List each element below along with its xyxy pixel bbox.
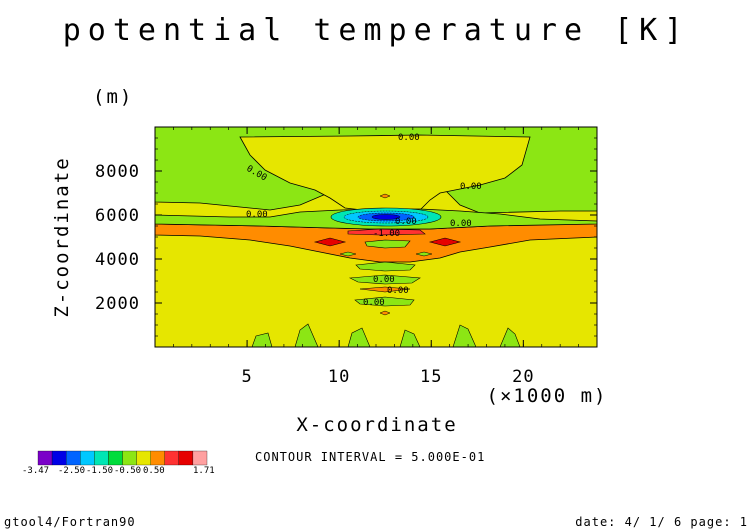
green-lens-3 [348,274,421,285]
colorbar-swatch [108,450,123,466]
orange-lens [359,286,411,293]
colorbar-tick-label: 1.71 [193,466,215,476]
contour-label: 0.00 [395,217,417,227]
colorbar-tick-label: 0.50 [143,466,165,476]
x-axis-label: X-coordinate [296,414,457,436]
colorbar-swatch [122,450,137,466]
x-tick-label: 10 [328,367,350,387]
colorbar-tick-label: -2.50 [58,466,85,476]
footer-left: gtool4/Fortran90 [4,515,136,529]
colorbar-swatch [51,450,67,466]
contour-interval: CONTOUR INTERVAL = 5.000E-01 [255,450,485,464]
red-diamond-right [428,237,462,247]
colorbar-swatch [150,450,165,466]
x-axis-unit: (×1000 m) [487,385,608,407]
green-lens-2 [355,261,416,272]
colorbar-tick-label: -1.50 [86,466,113,476]
green-lens-4 [354,296,415,307]
contour-label: 0.00 [398,133,420,143]
colorbar-tick-label: -0.50 [114,466,141,476]
red-strip [347,228,426,236]
contour-label: 0.00 [363,298,385,308]
contour-label: 0.00 [246,210,268,220]
x-axis: 5 10 15 20 [241,127,534,387]
colorbar-swatch [80,450,95,466]
colorbar-swatch [164,450,179,466]
y-tick-label: 6000 [95,206,140,226]
colorbar-swatch [136,450,151,466]
green-diamond-left [339,251,357,257]
green-diamond-right [415,251,433,257]
dark-blue-cell [371,214,401,220]
footer-right: date: 4/ 1/ 6 page: 1 [575,515,748,529]
y-axis-unit: (m) [93,86,133,108]
y-tick-label: 8000 [95,162,140,182]
red-diamond-left [313,237,347,247]
x-tick-label: 5 [241,367,252,387]
y-tick-label: 4000 [95,250,140,270]
colorbar-tick-label: -3.47 [22,466,49,476]
y-axis-label: Z-coordinate [51,156,73,317]
colorbar [37,450,208,466]
colorbar-swatch [192,450,208,466]
contour-label: 0.00 [450,219,472,229]
upper-yellow-bowl [239,134,531,214]
y-tick-label: 2000 [95,294,140,314]
contour-label: -1.00 [373,229,400,239]
colorbar-swatch [66,450,81,466]
green-lens-1 [364,239,411,249]
contour-label: 0.00 [387,286,409,296]
colorbar-swatch [37,450,53,466]
orange-dot-top [379,193,391,199]
chart-title: potential temperature [K] [63,13,690,48]
colorbar-swatch [178,450,194,466]
plot-area: 0.00 0.00 0.00 0.00 0.00 0.00 -1.00 0.00… [154,126,598,348]
orange-dot-bottom [379,310,391,316]
colorbar-labels: -3.47 -2.50 -1.50 -0.50 0.50 1.71 [22,466,215,476]
colorbar-swatch [94,450,109,466]
x-tick-label: 20 [512,367,534,387]
x-tick-label: 15 [420,367,442,387]
contour-label: 0.00 [460,182,482,192]
contour-label: 0.00 [373,275,395,285]
y-axis: 2000 4000 6000 8000 [95,162,597,314]
